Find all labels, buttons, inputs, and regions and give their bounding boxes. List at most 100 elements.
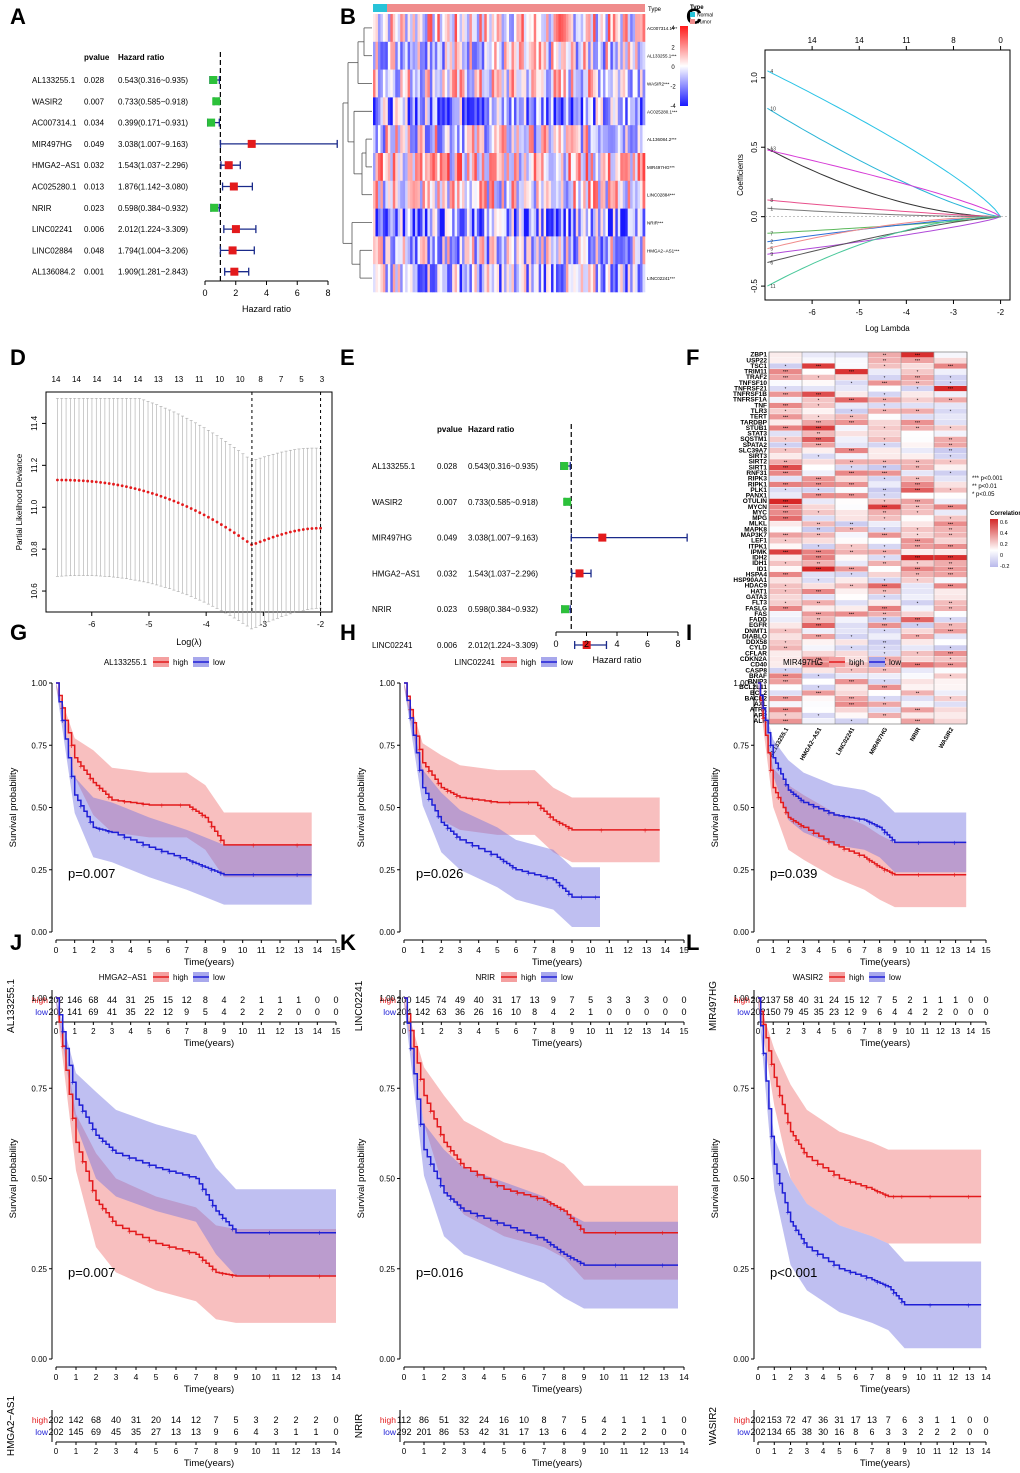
heat-cell — [642, 41, 646, 70]
risk-low-count: 2 — [938, 1007, 943, 1017]
heat-cell — [471, 208, 475, 237]
heat-cell — [479, 125, 483, 154]
heat-cell — [536, 97, 539, 126]
heat-cell — [506, 97, 510, 126]
heat-cell — [466, 208, 470, 237]
significance-mark: *** — [783, 719, 789, 724]
km-gene-title: HMGA2−AS1 — [99, 973, 148, 982]
panel-letter: B — [340, 4, 356, 29]
heat-cell — [593, 14, 596, 43]
heat-cell — [543, 264, 547, 293]
heat-cell — [612, 14, 616, 43]
heat-cell — [397, 69, 401, 98]
risk-high-count: 0 — [983, 1415, 988, 1425]
heat-cell — [464, 69, 468, 98]
heat-cell — [407, 41, 411, 70]
significance-mark: * — [884, 437, 886, 442]
risk-low-count: 31 — [499, 1427, 509, 1437]
heat-cell — [447, 125, 450, 154]
heat-cell — [395, 125, 399, 154]
heat-cell — [573, 97, 577, 126]
risk-x-tick-label: 0 — [54, 1027, 59, 1036]
heat-cell — [620, 41, 624, 70]
heat-cell — [548, 14, 552, 43]
heat-cell — [551, 14, 554, 43]
significance-mark: *** — [915, 538, 921, 543]
gene-row-label: BACH2 — [745, 695, 768, 702]
significance-mark: *** — [783, 505, 789, 510]
heat-cell — [642, 208, 646, 237]
heat-cell — [417, 97, 421, 126]
risk-high-count: 12 — [182, 995, 192, 1005]
heat-cell — [637, 125, 641, 154]
heat-cell — [427, 153, 431, 182]
risk-x-tick-label: 14 — [661, 1027, 670, 1036]
heat-cell — [612, 41, 616, 70]
risk-x-axis-title: Time(years) — [184, 1038, 234, 1049]
heat-cell — [642, 69, 646, 98]
heat-cell — [424, 41, 428, 70]
heat-cell — [598, 264, 601, 293]
heat-cell — [466, 97, 470, 126]
y-tick-label: 1.00 — [31, 994, 47, 1003]
heat-cell — [555, 264, 559, 293]
heat-cell — [449, 264, 453, 293]
heat-cell — [417, 264, 421, 293]
corr-cell — [801, 639, 836, 646]
corr-cell — [801, 504, 836, 510]
heat-cell — [593, 41, 596, 70]
heat-cell — [385, 153, 389, 182]
corr-cell — [801, 470, 836, 477]
heat-cell — [642, 97, 646, 126]
path-label: 10 — [770, 106, 776, 112]
censor-mark: + — [811, 803, 816, 812]
significance-mark: * — [884, 426, 886, 431]
x-tick-label: 11 — [933, 1372, 942, 1382]
significance-mark: * — [884, 679, 886, 684]
gene-label: AL136084.2 — [32, 268, 76, 277]
heat-cell — [521, 69, 525, 98]
corr-cell — [768, 492, 803, 499]
heat-cell — [474, 208, 478, 237]
hr-ci-label: 0.733(0.585~0.918) — [118, 97, 188, 106]
corr-cell — [834, 385, 869, 392]
corr-cell — [834, 690, 869, 696]
heat-cell — [558, 97, 562, 126]
corr-cell — [900, 402, 935, 409]
heat-cell — [382, 41, 386, 70]
risk-low-count: 4 — [551, 1007, 556, 1017]
significance-mark: ** — [784, 645, 788, 650]
risk-high-count: 3 — [644, 995, 649, 1005]
heat-cell — [400, 264, 403, 293]
x-tick-label: 13 — [965, 1372, 975, 1382]
gene-row-label: STAT3 — [747, 431, 767, 438]
heat-cell — [509, 236, 512, 265]
x-tick-label: 9 — [902, 1372, 907, 1382]
corr-cell — [801, 718, 836, 725]
heat-cell — [640, 153, 643, 182]
heat-cell — [489, 14, 492, 43]
heat-cell — [615, 264, 619, 293]
y-tick-label: 0.25 — [31, 866, 47, 875]
corr-cell — [933, 639, 968, 646]
corr-cell — [801, 385, 836, 392]
censor-mark: + — [799, 822, 804, 831]
heat-cell — [385, 41, 389, 70]
heat-cell — [377, 236, 381, 265]
heat-cell — [590, 125, 594, 154]
survival-curve-high — [758, 997, 982, 1198]
heat-cell — [402, 97, 406, 126]
heat-cell — [373, 125, 376, 154]
heat-cell — [526, 236, 530, 265]
heat-cell — [486, 153, 490, 182]
heat-cell — [385, 14, 389, 43]
heat-cell — [449, 14, 453, 43]
y-tick-label: 0.75 — [31, 741, 47, 750]
censor-mark: + — [458, 1159, 463, 1168]
x-tick-label: 14 — [679, 1372, 689, 1382]
censor-mark: + — [928, 1301, 933, 1310]
corr-cell — [768, 566, 803, 572]
heat-cell — [570, 14, 574, 43]
risk-x-tick-label: 15 — [982, 1027, 991, 1036]
hr-point — [561, 605, 570, 614]
